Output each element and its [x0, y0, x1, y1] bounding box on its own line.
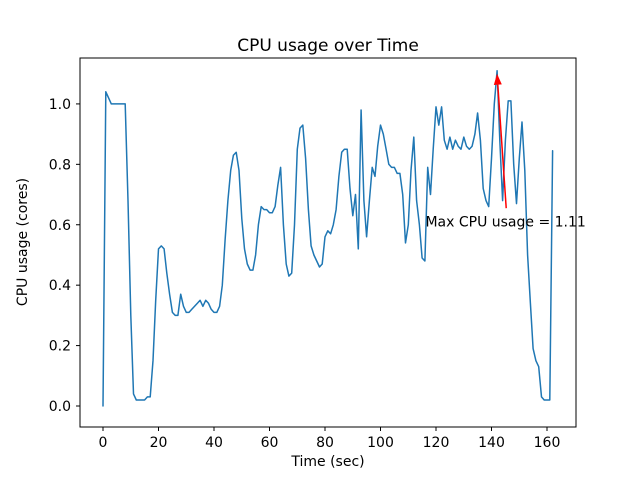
max-annotation-label: Max CPU usage = 1.11 [425, 215, 585, 231]
y-tick-label: 0.8 [49, 157, 71, 173]
y-axis-label: CPU usage (cores) [15, 178, 31, 306]
plot-border [79, 57, 577, 428]
y-tick-label: 1.0 [49, 97, 71, 113]
x-tick-label: 80 [316, 435, 334, 451]
max-annotation: Max CPU usage = 1.11 [425, 73, 586, 231]
cpu-usage-line [102, 69, 554, 407]
x-tick-label: 140 [478, 435, 505, 451]
axes: 0 20 40 60 80 100 120 140 160 0.0 0.2 0.4 0.6 0.8 1.0 [49, 57, 577, 451]
annotation-arrow-head-icon [493, 73, 502, 85]
x-tick-label: 60 [261, 435, 279, 451]
x-tick-label: 120 [423, 435, 450, 451]
x-tick-label: 100 [367, 435, 394, 451]
y-tick-label: 0.2 [49, 339, 71, 355]
x-tick-label: 40 [205, 435, 223, 451]
y-tick-label: 0.4 [49, 278, 71, 294]
y-tick-label: 0.6 [49, 218, 71, 234]
annotation-arrow-line [497, 84, 507, 209]
y-tick-label: 0.0 [49, 399, 71, 415]
x-axis-label: Time (sec) [290, 454, 364, 470]
x-tick-label: 0 [99, 435, 108, 451]
chart-title: CPU usage over Time [237, 36, 419, 56]
x-tick-label: 20 [150, 435, 168, 451]
x-tick-label: 160 [534, 435, 561, 451]
